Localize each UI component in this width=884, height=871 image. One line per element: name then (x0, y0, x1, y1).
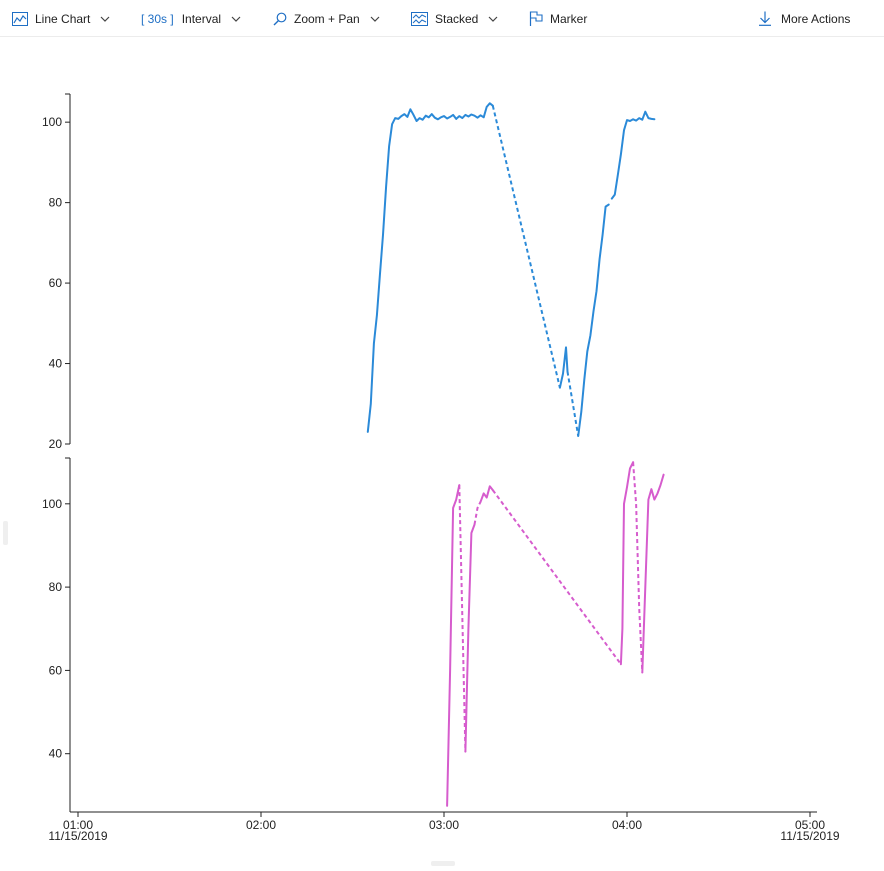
zoom-pan-dropdown[interactable]: Zoom + Pan (273, 0, 380, 37)
toolbar: Line Chart [ 30s ] Interval Zoom + Pan (0, 0, 884, 37)
x-tick-label: 02:00 (246, 818, 276, 832)
chart-type-label: Line Chart (35, 11, 91, 26)
series-line-2 (641, 473, 665, 674)
series-line-1 (610, 110, 656, 200)
series-line-2-gap (632, 462, 644, 673)
line-chart-icon (12, 11, 28, 26)
series-line-2 (479, 485, 494, 503)
series-line-1 (577, 203, 610, 437)
interval-value: [ 30s ] (141, 11, 174, 26)
series-line-2 (446, 484, 461, 807)
interval-label: Interval (181, 11, 222, 26)
y-tick-label: 80 (49, 580, 63, 594)
flag-icon (529, 11, 543, 26)
series-line-1 (558, 346, 569, 389)
more-actions-label: More Actions (781, 11, 851, 26)
marker-label: Marker (550, 11, 588, 26)
series-line-1-gap (566, 371, 580, 437)
series-line-1-gap (491, 105, 561, 388)
series-line-2-gap (491, 489, 622, 665)
x-tick-date: 11/15/2019 (48, 829, 107, 843)
y-tick-label: 60 (49, 663, 63, 677)
marker-button[interactable]: Marker (529, 0, 587, 37)
series-line-2 (464, 523, 476, 753)
y-tick-label: 100 (42, 497, 62, 511)
resize-handle-left[interactable] (3, 521, 8, 545)
more-actions-button[interactable]: More Actions (758, 0, 850, 37)
x-tick-label: 03:00 (429, 818, 459, 832)
chart-type-dropdown[interactable]: Line Chart (12, 0, 110, 37)
chevron-down-icon (231, 16, 241, 22)
series-line-2 (619, 461, 635, 666)
y-tick-label: 40 (49, 357, 63, 371)
chevron-down-icon (100, 16, 110, 22)
chevron-down-icon (488, 16, 498, 22)
x-tick-label: 04:00 (612, 818, 642, 832)
series-line-2-gap (473, 501, 482, 525)
y-tick-label: 100 (42, 115, 62, 129)
x-tick-label: 05:00 (795, 818, 825, 832)
y-tick-label: 60 (49, 276, 63, 290)
download-arrow-icon (758, 11, 772, 26)
y-tick-label: 20 (49, 437, 63, 451)
chevron-down-icon (370, 16, 380, 22)
resize-handle-bottom[interactable] (431, 861, 455, 866)
stacked-chart-icon (411, 11, 428, 26)
series-line-2-gap (458, 485, 467, 752)
x-tick-date: 11/15/2019 (780, 829, 839, 843)
y-tick-label: 80 (49, 196, 63, 210)
series-line-1 (366, 102, 494, 433)
magnifier-icon (273, 12, 287, 26)
x-tick-label: 01:00 (63, 818, 93, 832)
stacked-dropdown[interactable]: Stacked (411, 0, 498, 37)
stacked-label: Stacked (435, 11, 479, 26)
zoom-pan-label: Zoom + Pan (294, 11, 360, 26)
y-tick-label: 40 (49, 747, 63, 761)
interval-dropdown[interactable]: [ 30s ] Interval (141, 0, 241, 37)
